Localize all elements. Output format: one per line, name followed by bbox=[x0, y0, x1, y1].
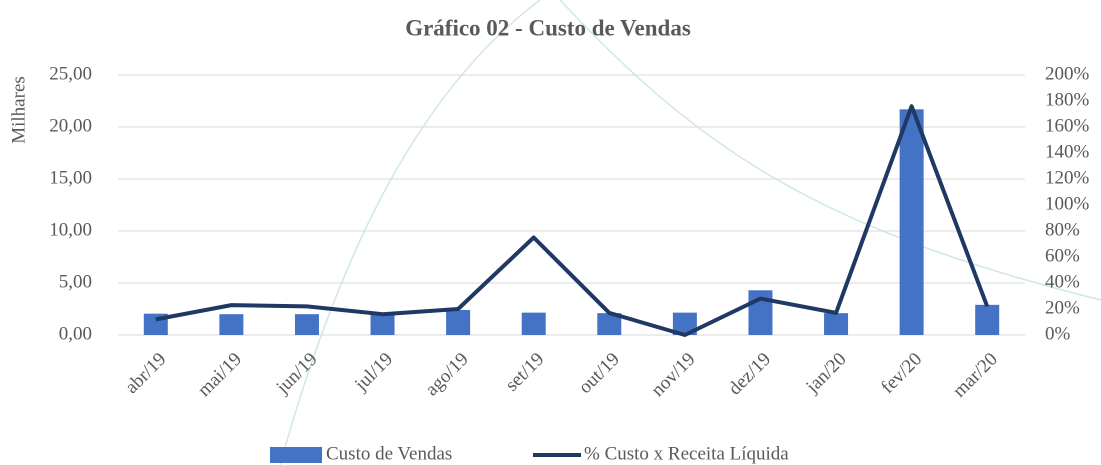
x-tick-label: out/19 bbox=[575, 349, 624, 398]
y2-tick-label: 100% bbox=[1045, 193, 1090, 214]
y-axis-label: Milhares bbox=[8, 76, 29, 144]
y-tick-label: 10,00 bbox=[49, 219, 92, 240]
bar bbox=[521, 312, 546, 335]
bar bbox=[294, 314, 319, 335]
decor-curve bbox=[559, 0, 1101, 301]
bar bbox=[597, 313, 622, 335]
x-tick-label: abr/19 bbox=[121, 349, 170, 398]
line bbox=[155, 104, 990, 337]
decor-curve bbox=[279, 0, 541, 465]
bar bbox=[672, 312, 697, 335]
x-tick-label: ago/19 bbox=[421, 349, 472, 400]
y2-tick-label: 60% bbox=[1045, 245, 1080, 266]
x-tick-label: dez/19 bbox=[724, 349, 775, 400]
bar bbox=[899, 109, 924, 335]
y-tick-label: 0,00 bbox=[59, 323, 92, 344]
legend-label: % Custo x Receita Líquida bbox=[584, 443, 789, 464]
y2-tick-label: 120% bbox=[1045, 167, 1090, 188]
x-tick-label: fev/20 bbox=[877, 349, 926, 398]
y2-tick-label: 160% bbox=[1045, 115, 1090, 136]
y-tick-label: 20,00 bbox=[49, 115, 92, 136]
y-tick-label: 5,00 bbox=[59, 271, 92, 292]
x-tick-label: mai/19 bbox=[194, 349, 246, 401]
bar bbox=[219, 314, 244, 335]
y-tick-label: 15,00 bbox=[49, 167, 92, 188]
x-tick-label: nov/19 bbox=[647, 349, 699, 401]
bar bbox=[370, 314, 395, 335]
x-tick-label: jul/19 bbox=[350, 349, 397, 396]
y2-tick-label: 40% bbox=[1045, 271, 1080, 292]
y2-tick-label: 200% bbox=[1045, 63, 1090, 84]
y2-tick-label: 140% bbox=[1045, 141, 1090, 162]
y-tick-label: 25,00 bbox=[49, 63, 92, 84]
y2-tick-label: 20% bbox=[1045, 297, 1080, 318]
y2-tick-label: 0% bbox=[1045, 323, 1071, 344]
chart-title: Gráfico 02 - Custo de Vendas bbox=[405, 15, 691, 40]
legend-label: Custo de Vendas bbox=[326, 443, 452, 464]
bar bbox=[975, 304, 1000, 335]
x-tick-label: mar/20 bbox=[949, 349, 1002, 402]
x-tick-label: set/19 bbox=[501, 349, 548, 396]
y2-tick-label: 180% bbox=[1045, 89, 1090, 110]
x-tick-label: jun/19 bbox=[272, 349, 322, 399]
legend-swatch bbox=[270, 447, 322, 463]
bar bbox=[824, 313, 849, 335]
y2-tick-label: 80% bbox=[1045, 219, 1080, 240]
x-tick-label: jan/20 bbox=[802, 349, 851, 398]
bar bbox=[446, 310, 471, 335]
